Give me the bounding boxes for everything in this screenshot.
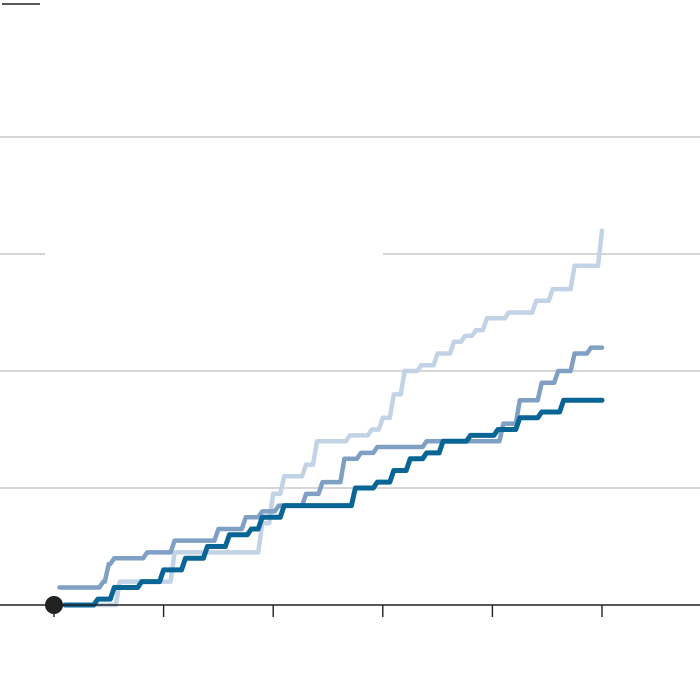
series-line-1 <box>57 228 605 608</box>
axis-layer <box>0 604 700 617</box>
series-line-3 <box>62 397 605 608</box>
start-point-marker <box>45 596 63 614</box>
series-line-2 <box>57 345 605 590</box>
marker-layer <box>45 596 63 614</box>
grid-layer <box>0 3 700 489</box>
series-layer <box>57 228 605 608</box>
